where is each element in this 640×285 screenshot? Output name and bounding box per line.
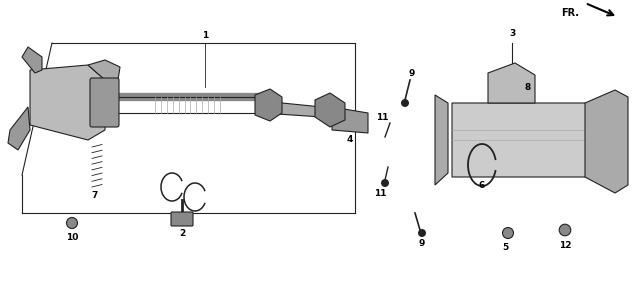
Polygon shape	[488, 63, 535, 103]
Polygon shape	[255, 89, 282, 121]
Circle shape	[401, 99, 409, 107]
FancyBboxPatch shape	[171, 212, 193, 226]
Polygon shape	[452, 103, 602, 177]
Circle shape	[418, 229, 426, 237]
Text: 12: 12	[559, 241, 572, 249]
Text: 4: 4	[347, 135, 353, 144]
Text: 5: 5	[502, 243, 508, 251]
Text: 3: 3	[509, 28, 515, 38]
Circle shape	[502, 227, 513, 239]
Polygon shape	[8, 107, 30, 150]
Polygon shape	[315, 93, 345, 127]
Text: 1: 1	[202, 30, 208, 40]
Text: 10: 10	[66, 233, 78, 241]
Polygon shape	[585, 90, 628, 193]
Text: FR.: FR.	[561, 8, 579, 18]
Text: 2: 2	[179, 229, 185, 237]
Text: 7: 7	[92, 190, 98, 200]
Text: 6: 6	[479, 180, 485, 190]
Text: 11: 11	[374, 188, 387, 198]
Circle shape	[559, 224, 571, 236]
Text: 11: 11	[376, 113, 388, 121]
Text: 9: 9	[419, 239, 425, 247]
FancyBboxPatch shape	[90, 78, 119, 127]
Polygon shape	[332, 107, 368, 133]
Circle shape	[381, 179, 389, 187]
Polygon shape	[22, 47, 42, 73]
Polygon shape	[30, 65, 105, 140]
Polygon shape	[435, 95, 448, 185]
Polygon shape	[262, 101, 322, 117]
Text: 8: 8	[525, 82, 531, 91]
Polygon shape	[88, 60, 120, 80]
Circle shape	[67, 217, 77, 229]
Text: 9: 9	[409, 68, 415, 78]
